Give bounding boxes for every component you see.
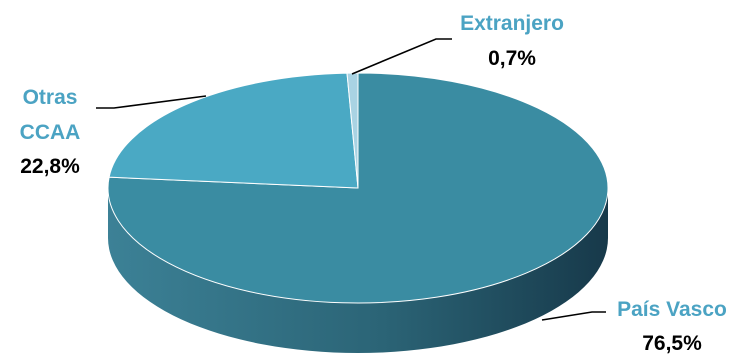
value-extranjero: 0,7%: [488, 47, 536, 70]
label-extranjero: Extranjero: [460, 12, 564, 35]
slice-otras-ccaa: [108, 72, 359, 189]
label-otras-ccaa-line2: CCAA: [20, 121, 81, 144]
leader-line-pais-vasco: [541, 311, 606, 321]
value-otras-ccaa: 22,8%: [20, 155, 80, 178]
value-pais-vasco: 76,5%: [642, 332, 702, 355]
pie-slices: [107, 72, 609, 304]
leader-line-extranjero: [351, 38, 452, 75]
leader-line-otras-ccaa: [96, 95, 207, 109]
label-pais-vasco: País Vasco: [617, 298, 727, 321]
label-otras-ccaa-line1: Otras: [23, 86, 78, 109]
pie-side-wall: [108, 188, 608, 353]
